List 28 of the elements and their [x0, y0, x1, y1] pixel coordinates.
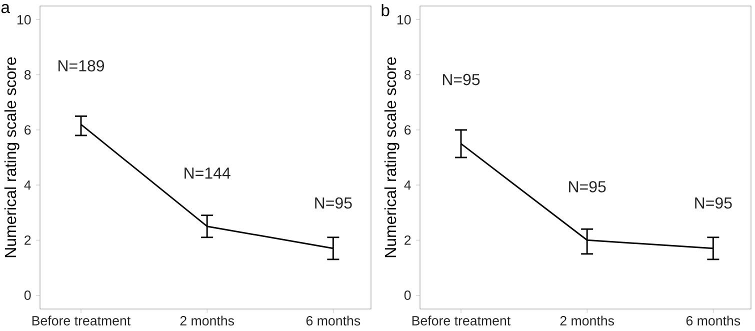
annotation: N=95	[315, 197, 352, 209]
y-tick-label: 10	[397, 15, 411, 24]
y-tick-label: 6	[404, 125, 411, 135]
y-tick-label: 10	[18, 15, 31, 24]
chart-title: b	[382, 4, 390, 16]
y-tick-label: 8	[404, 70, 411, 80]
y-tick-label: 0	[24, 290, 31, 300]
x-tick-label: 2 months	[560, 316, 614, 326]
x-tick-label: 6 months	[306, 316, 360, 326]
annotation: N=189	[58, 60, 104, 72]
y-axis-title: Numerical rating scale score	[384, 57, 400, 258]
y-tick-label: 0	[404, 290, 411, 300]
y-tick-label: 6	[24, 125, 31, 135]
annotation: N=95	[695, 197, 732, 209]
annotation: N=144	[184, 168, 230, 179]
y-tick-label: 2	[404, 235, 411, 245]
y-tick-label: 4	[404, 180, 411, 190]
y-tick-label: 2	[24, 235, 31, 245]
x-tick-label: 6 months	[686, 316, 740, 326]
y-tick-label: 8	[24, 70, 31, 80]
y-axis-title: Numerical rating scale score	[4, 57, 20, 258]
x-tick-label: Before treatment	[32, 316, 131, 326]
y-tick-label: 4	[24, 180, 31, 190]
chart-title: a	[1, 4, 10, 14]
x-tick-label: Before treatment	[412, 316, 511, 326]
x-tick-label: 2 months	[180, 316, 234, 326]
annotation: N=95	[442, 74, 480, 86]
annotation: N=95	[569, 181, 606, 192]
